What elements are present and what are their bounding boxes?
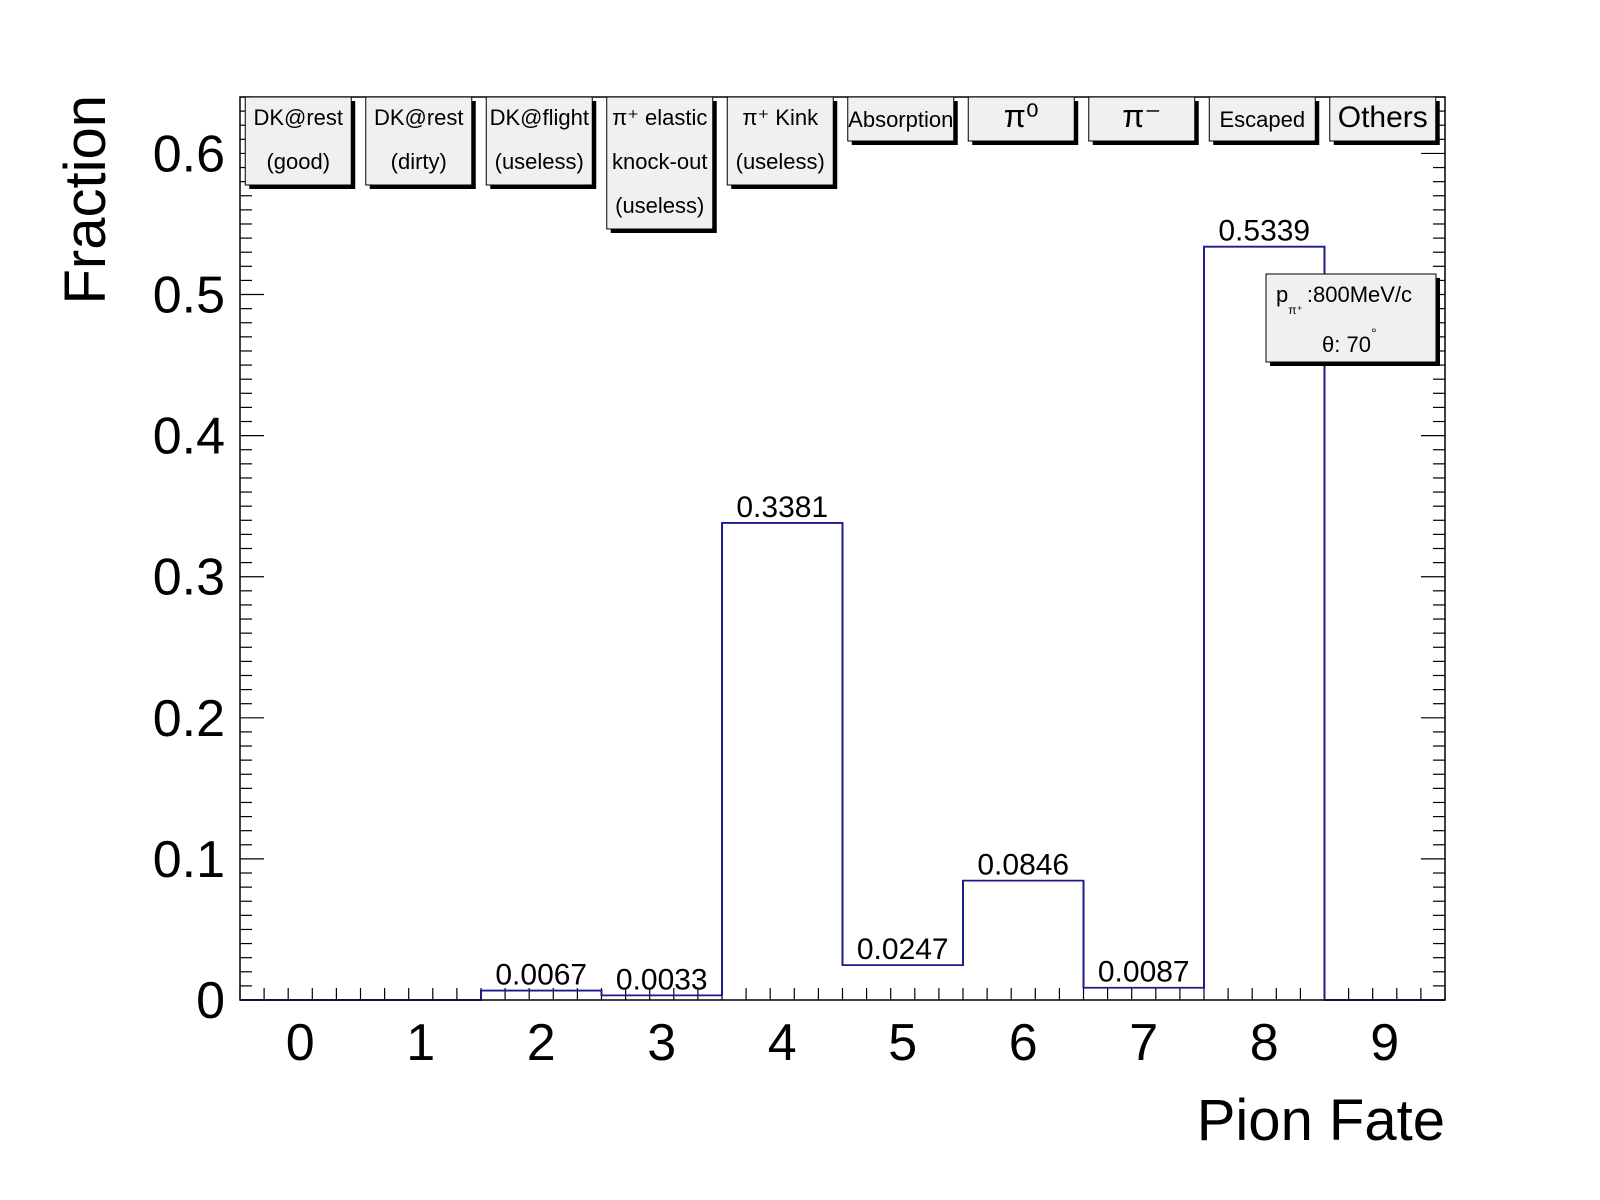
category-box-label: π⁻ (1122, 98, 1161, 134)
bars (240, 245, 1445, 1001)
y-tick-label: 0 (196, 972, 225, 1030)
y-tick-label: 0.5 (153, 267, 225, 325)
category-box-label: Absorption (848, 107, 953, 132)
bar-6 (963, 881, 1084, 1000)
x-tick-label: 2 (527, 1014, 556, 1072)
svg-text:pπ⁺:800MeV/c: pπ⁺ :800MeV/c (1276, 282, 1412, 317)
category-box (967, 96, 1075, 142)
x-tick-label: 7 (1129, 1014, 1158, 1072)
category-box-label: Escaped (1219, 107, 1305, 132)
x-tick-label: 8 (1250, 1014, 1279, 1072)
category-box-label: (good) (266, 149, 330, 174)
value-label: 0.5339 (1218, 215, 1310, 248)
x-tick-label: 4 (768, 1014, 797, 1072)
y-tick-label: 0.3 (153, 549, 225, 607)
momentum-symbol: p (1276, 282, 1288, 307)
y-tick-label: 0.4 (153, 408, 225, 466)
category-box-label: (useless) (615, 193, 704, 218)
category-boxes: DK@rest (good) DK@rest (dirty) DK@flight (use… (244, 96, 1440, 233)
bar-4 (722, 523, 843, 1000)
value-label: 0.0247 (857, 933, 949, 966)
x-tick-label: 1 (406, 1014, 435, 1072)
histogram-edges (480, 246, 1326, 1000)
category-box (244, 96, 352, 186)
category-box (485, 96, 593, 186)
plot-frame (239, 96, 1446, 1001)
category-box-label: π⁰ (1004, 98, 1039, 134)
bar-2 (481, 991, 602, 1000)
axis-ticks (239, 96, 1446, 1001)
x-tick-label: 0 (286, 1014, 315, 1072)
y-tick-label: 0.2 (153, 690, 225, 748)
category-box-label: (useless) (495, 149, 584, 174)
x-tick-labels: 0 1 2 3 4 5 6 7 8 9 (286, 1014, 1399, 1072)
y-tick-label: 0.6 (153, 125, 225, 183)
bar-7 (1084, 988, 1205, 1000)
y-tick-label: 0.1 (153, 831, 225, 889)
x-tick-label: 5 (888, 1014, 917, 1072)
momentum-subscript: π⁺ (1288, 303, 1303, 317)
x-axis-title: Pion Fate (1197, 1088, 1445, 1153)
category-box (1329, 96, 1437, 142)
category-box-label: Others (1338, 101, 1428, 134)
value-labels: 0.0067 0.0033 0.3381 0.0247 0.0846 0.0087 0.53… (495, 215, 1310, 997)
value-label: 0.3381 (736, 491, 828, 524)
category-box-label: π⁺ elastic (612, 105, 707, 130)
angle-label: θ: 70 (1322, 332, 1371, 357)
angle-unit: ° (1371, 325, 1377, 341)
category-box (606, 96, 714, 230)
category-box (726, 96, 834, 186)
category-box-label: knock-out (612, 149, 707, 174)
kinematics-annotation: pπ⁺ :800MeV/c θ: 70° (1265, 273, 1440, 366)
value-label: 0.0067 (495, 959, 587, 992)
category-box (847, 96, 955, 142)
category-box-label: DK@rest (374, 105, 464, 130)
y-axis-title: Fraction (53, 95, 118, 305)
category-box-label: π⁺ Kink (742, 105, 819, 130)
category-box-label: DK@flight (490, 105, 589, 130)
momentum-value: :800MeV/c (1307, 282, 1412, 307)
category-box (1208, 96, 1316, 142)
bar-5 (843, 965, 964, 1000)
y-tick-labels: 0 0.1 0.2 0.3 0.4 0.5 0.6 (153, 125, 225, 1030)
category-box-label: (dirty) (391, 149, 447, 174)
value-label: 0.0087 (1098, 956, 1190, 989)
x-tick-label: 6 (1009, 1014, 1038, 1072)
x-tick-label: 3 (647, 1014, 676, 1072)
category-box-label: DK@rest (253, 105, 343, 130)
category-box (1088, 96, 1196, 142)
svg-text:θ: 70°: θ: 70° (1322, 325, 1377, 357)
category-box-label: (useless) (736, 149, 825, 174)
value-label: 0.0846 (977, 849, 1069, 882)
category-box (365, 96, 473, 186)
value-label: 0.0033 (616, 963, 708, 996)
x-tick-label: 9 (1370, 1014, 1399, 1072)
